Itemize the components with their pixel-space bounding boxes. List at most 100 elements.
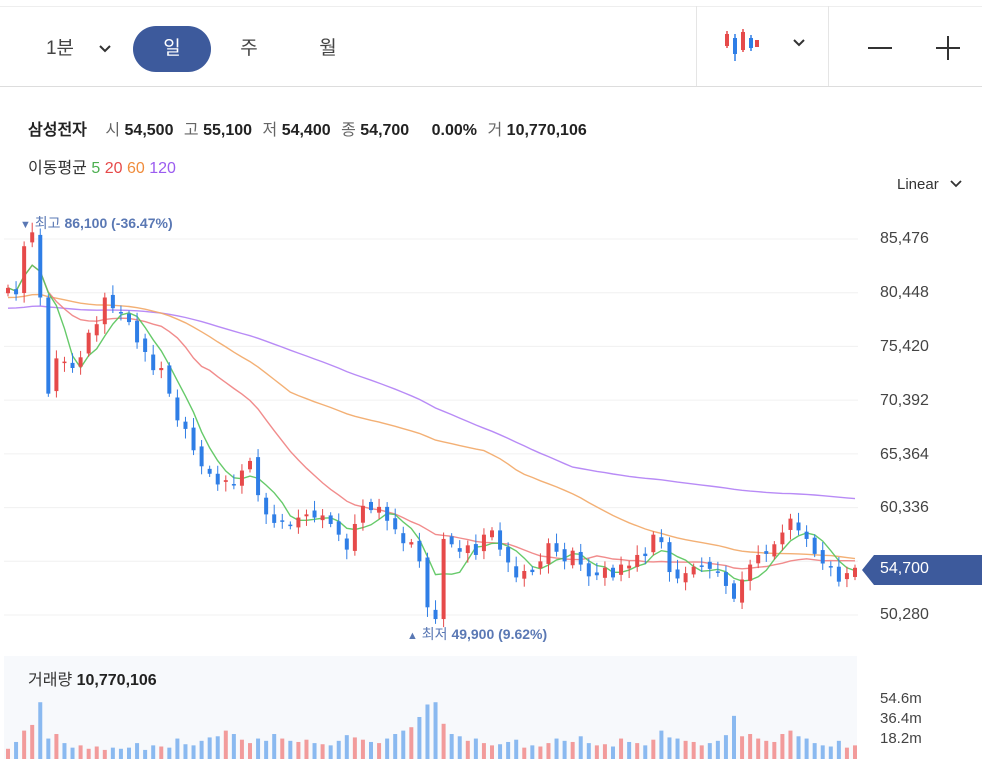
candle-body [385,506,390,521]
volume-bar [699,745,704,759]
volume-bar [659,730,664,759]
volume-bar [740,736,745,759]
candle-body [732,583,736,599]
volume-bar [570,741,575,759]
volume-bar [538,746,543,759]
volume-bar [498,744,503,759]
candle-body [675,569,680,579]
volume-bar [22,730,27,759]
toolbar-separator [828,6,829,86]
candle-body [183,421,188,429]
candle-body [54,358,59,392]
volume-bar [223,730,228,759]
candle-body [812,537,817,554]
candle-body [62,361,67,364]
volume-bar [70,747,75,759]
candle-body [635,554,640,567]
timeframe-minute[interactable]: 1분 [45,38,75,59]
candle-body [465,545,470,554]
volume-chart[interactable] [4,656,857,759]
candle-body [643,553,648,557]
candle-body [336,521,341,535]
candle-body [135,320,140,343]
volume-bar [409,727,414,759]
price-chart[interactable] [0,200,860,650]
candle-body [530,569,535,573]
candle-body [836,566,841,582]
volume-bar [481,743,486,759]
ma5-label: 5 [91,160,101,177]
toolbar: 1분 일 주 월 [0,0,982,87]
candle-body [473,544,478,555]
volume-bar [328,745,333,759]
candle-body [409,542,414,545]
high-value: 55,100 [203,122,253,139]
candlestick-type-icon[interactable] [722,28,760,64]
candle-body [344,538,349,550]
volume-bar [54,734,59,759]
candle-body [352,523,357,551]
volume-bar [385,738,390,759]
moving-average-legend[interactable]: 이동평균 5 20 60 120 [28,154,176,178]
candle-body [627,565,632,569]
ma20-label: 20 [104,160,123,177]
candle-body [611,567,615,578]
candle-body [796,522,801,531]
volume-bar [449,734,454,759]
scale-mode-dropdown[interactable]: Linear [897,176,963,193]
volume-bar [151,745,156,759]
candle-body [369,501,373,511]
candle-body [699,565,704,567]
chart-type-chevron-icon[interactable] [792,38,806,48]
volume-bar [554,738,559,759]
volume-bar [707,743,712,759]
volume-bar [167,747,172,759]
volume-bar [393,734,398,759]
timeframe-month[interactable]: 월 [319,38,337,59]
volume-bar [352,737,357,759]
candle-body [312,510,317,518]
current-price-value: 54,700 [880,560,929,577]
candle-body [691,566,696,575]
candle-body [715,571,720,573]
volume-bar [320,744,325,759]
candle-body [740,579,745,603]
volume-panel-title: 거래량 10,770,106 [28,666,157,690]
volume-axis-label: 36.4m [880,710,922,727]
candle-body [619,564,624,575]
highest-value: 86,100 (-36.47%) [64,215,173,231]
timeframe-day[interactable]: 일 [133,26,211,72]
volume-bar [788,730,793,759]
candle-body [667,542,672,573]
candle-body [320,515,325,521]
ma60-label: 60 [126,160,145,177]
high-label: 고 [183,122,199,139]
zoom-in-icon[interactable] [934,34,962,62]
zoom-out-icon[interactable] [866,36,894,60]
candle-body [457,548,462,552]
volume-bar [506,741,511,759]
volume-bar [844,747,849,759]
ma120-line [7,305,856,500]
candle-body [481,534,486,552]
candle-body [191,427,196,451]
candle-body [78,357,83,367]
timeframe-week[interactable]: 주 [240,38,258,59]
volume-bar [62,743,67,759]
y-axis-label: 75,420 [880,338,929,355]
candle-body [820,550,825,564]
candle-body [46,297,51,394]
toolbar-top-divider [0,6,982,7]
candle-body [602,567,607,578]
volume-bar [586,743,591,759]
volume-bar [764,740,769,759]
volume-bar [110,747,115,759]
volume-bar [562,740,567,759]
ma20-line [7,264,856,570]
chevron-down-icon[interactable] [98,44,112,54]
quote-summary: 삼성전자 시 54,500 고 55,100 저 54,400 종 54,700… [28,116,593,140]
candle-body [175,397,180,421]
candle-body [578,551,583,565]
y-axis-label: 70,392 [880,392,929,409]
volume-bar [594,745,599,759]
